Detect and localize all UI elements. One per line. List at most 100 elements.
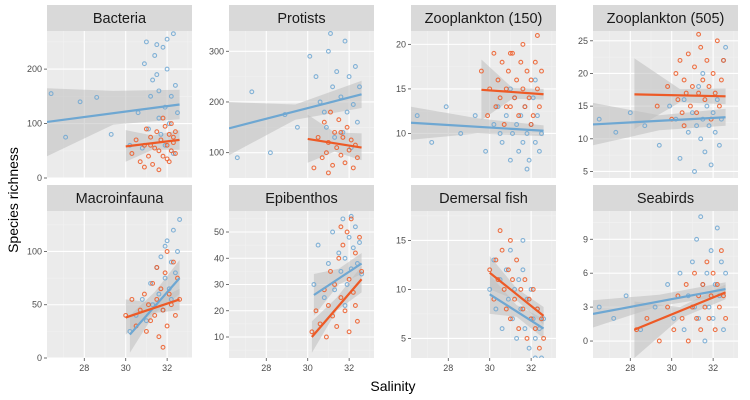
data-point <box>334 324 340 329</box>
data-point <box>704 103 710 109</box>
y-tick-label: 50 <box>32 300 42 310</box>
data-point <box>344 229 350 235</box>
facet-strip <box>229 5 374 31</box>
data-point <box>530 113 536 119</box>
x-tick-label: 30 <box>667 363 677 373</box>
data-point <box>497 228 503 234</box>
data-point <box>352 224 358 230</box>
data-point <box>721 57 726 63</box>
data-point <box>154 72 160 78</box>
data-point <box>354 119 360 125</box>
facet-strip <box>47 5 192 31</box>
data-point <box>315 242 321 248</box>
data-point <box>315 134 321 140</box>
data-point <box>702 304 708 310</box>
y-tick-label: 20 <box>214 306 224 316</box>
panel-background <box>411 211 556 358</box>
data-point <box>162 275 168 281</box>
data-point <box>499 59 505 65</box>
data-point <box>541 316 547 322</box>
data-point <box>683 282 689 287</box>
data-point <box>677 155 683 161</box>
data-point <box>354 318 360 324</box>
data-point <box>346 147 352 153</box>
data-point <box>510 277 515 283</box>
y-tick-label: 200 <box>27 64 42 74</box>
data-point <box>507 50 513 56</box>
data-point <box>700 77 706 83</box>
data-point <box>723 270 729 276</box>
data-point <box>723 44 729 50</box>
data-point <box>512 296 518 302</box>
data-point <box>644 315 650 321</box>
data-point <box>518 59 524 65</box>
data-point <box>714 97 720 103</box>
facet-title: Demersal fish <box>439 191 528 207</box>
data-point <box>714 225 720 231</box>
data-point <box>679 315 685 321</box>
y-tick-label: 100 <box>27 246 42 256</box>
data-point <box>516 148 522 154</box>
x-axis-title: Salinity <box>370 378 415 394</box>
facet-strip <box>229 185 374 211</box>
data-point <box>359 271 365 277</box>
data-point <box>346 276 352 282</box>
data-point <box>685 129 691 135</box>
data-point <box>168 148 174 154</box>
data-point <box>516 326 522 332</box>
data-point <box>712 327 718 333</box>
data-point <box>311 282 317 287</box>
data-point <box>692 169 697 174</box>
data-point <box>148 134 154 140</box>
data-point <box>665 304 671 310</box>
data-point <box>164 249 170 254</box>
data-layer <box>309 213 365 353</box>
data-layer <box>411 33 544 172</box>
data-point <box>234 155 240 161</box>
data-point <box>170 31 176 37</box>
data-point <box>429 139 435 145</box>
data-point <box>160 153 166 159</box>
data-point <box>499 139 505 145</box>
facet-panel: Zooplankton (505) 5 10 15 20 25 <box>578 5 738 178</box>
y-tick-label: 10 <box>396 284 406 294</box>
confidence-band <box>634 58 726 129</box>
data-point <box>495 77 501 83</box>
data-point <box>334 145 340 151</box>
data-point <box>148 318 154 324</box>
data-point <box>348 216 354 222</box>
data-point <box>359 268 365 274</box>
data-point <box>164 36 170 42</box>
facet-title: Bacteria <box>93 11 147 27</box>
x-tick-label: 32 <box>162 363 172 373</box>
data-point <box>698 214 704 220</box>
data-point <box>656 338 662 344</box>
data-point <box>325 261 331 266</box>
data-point <box>172 151 178 156</box>
data-point <box>694 110 700 116</box>
data-point <box>716 304 722 310</box>
data-point <box>352 303 358 308</box>
data-point <box>689 84 695 89</box>
y-tick-label: 0 <box>37 173 42 183</box>
data-point <box>154 129 160 135</box>
data-point <box>499 247 505 253</box>
data-point <box>530 286 536 292</box>
regression-line <box>634 93 726 98</box>
data-point <box>146 302 151 308</box>
confidence-band <box>411 106 544 140</box>
data-point <box>146 126 151 132</box>
data-point <box>685 51 691 57</box>
data-point <box>328 31 333 36</box>
data-point <box>520 306 526 312</box>
data-point <box>338 224 344 230</box>
facet-strip <box>593 5 738 31</box>
data-point <box>156 167 162 173</box>
data-point <box>143 328 149 334</box>
data-point <box>704 259 710 265</box>
data-point <box>146 153 151 159</box>
facet-title: Macroinfauna <box>76 191 165 207</box>
data-point <box>357 240 362 245</box>
data-point <box>675 97 681 103</box>
data-point <box>160 344 166 350</box>
